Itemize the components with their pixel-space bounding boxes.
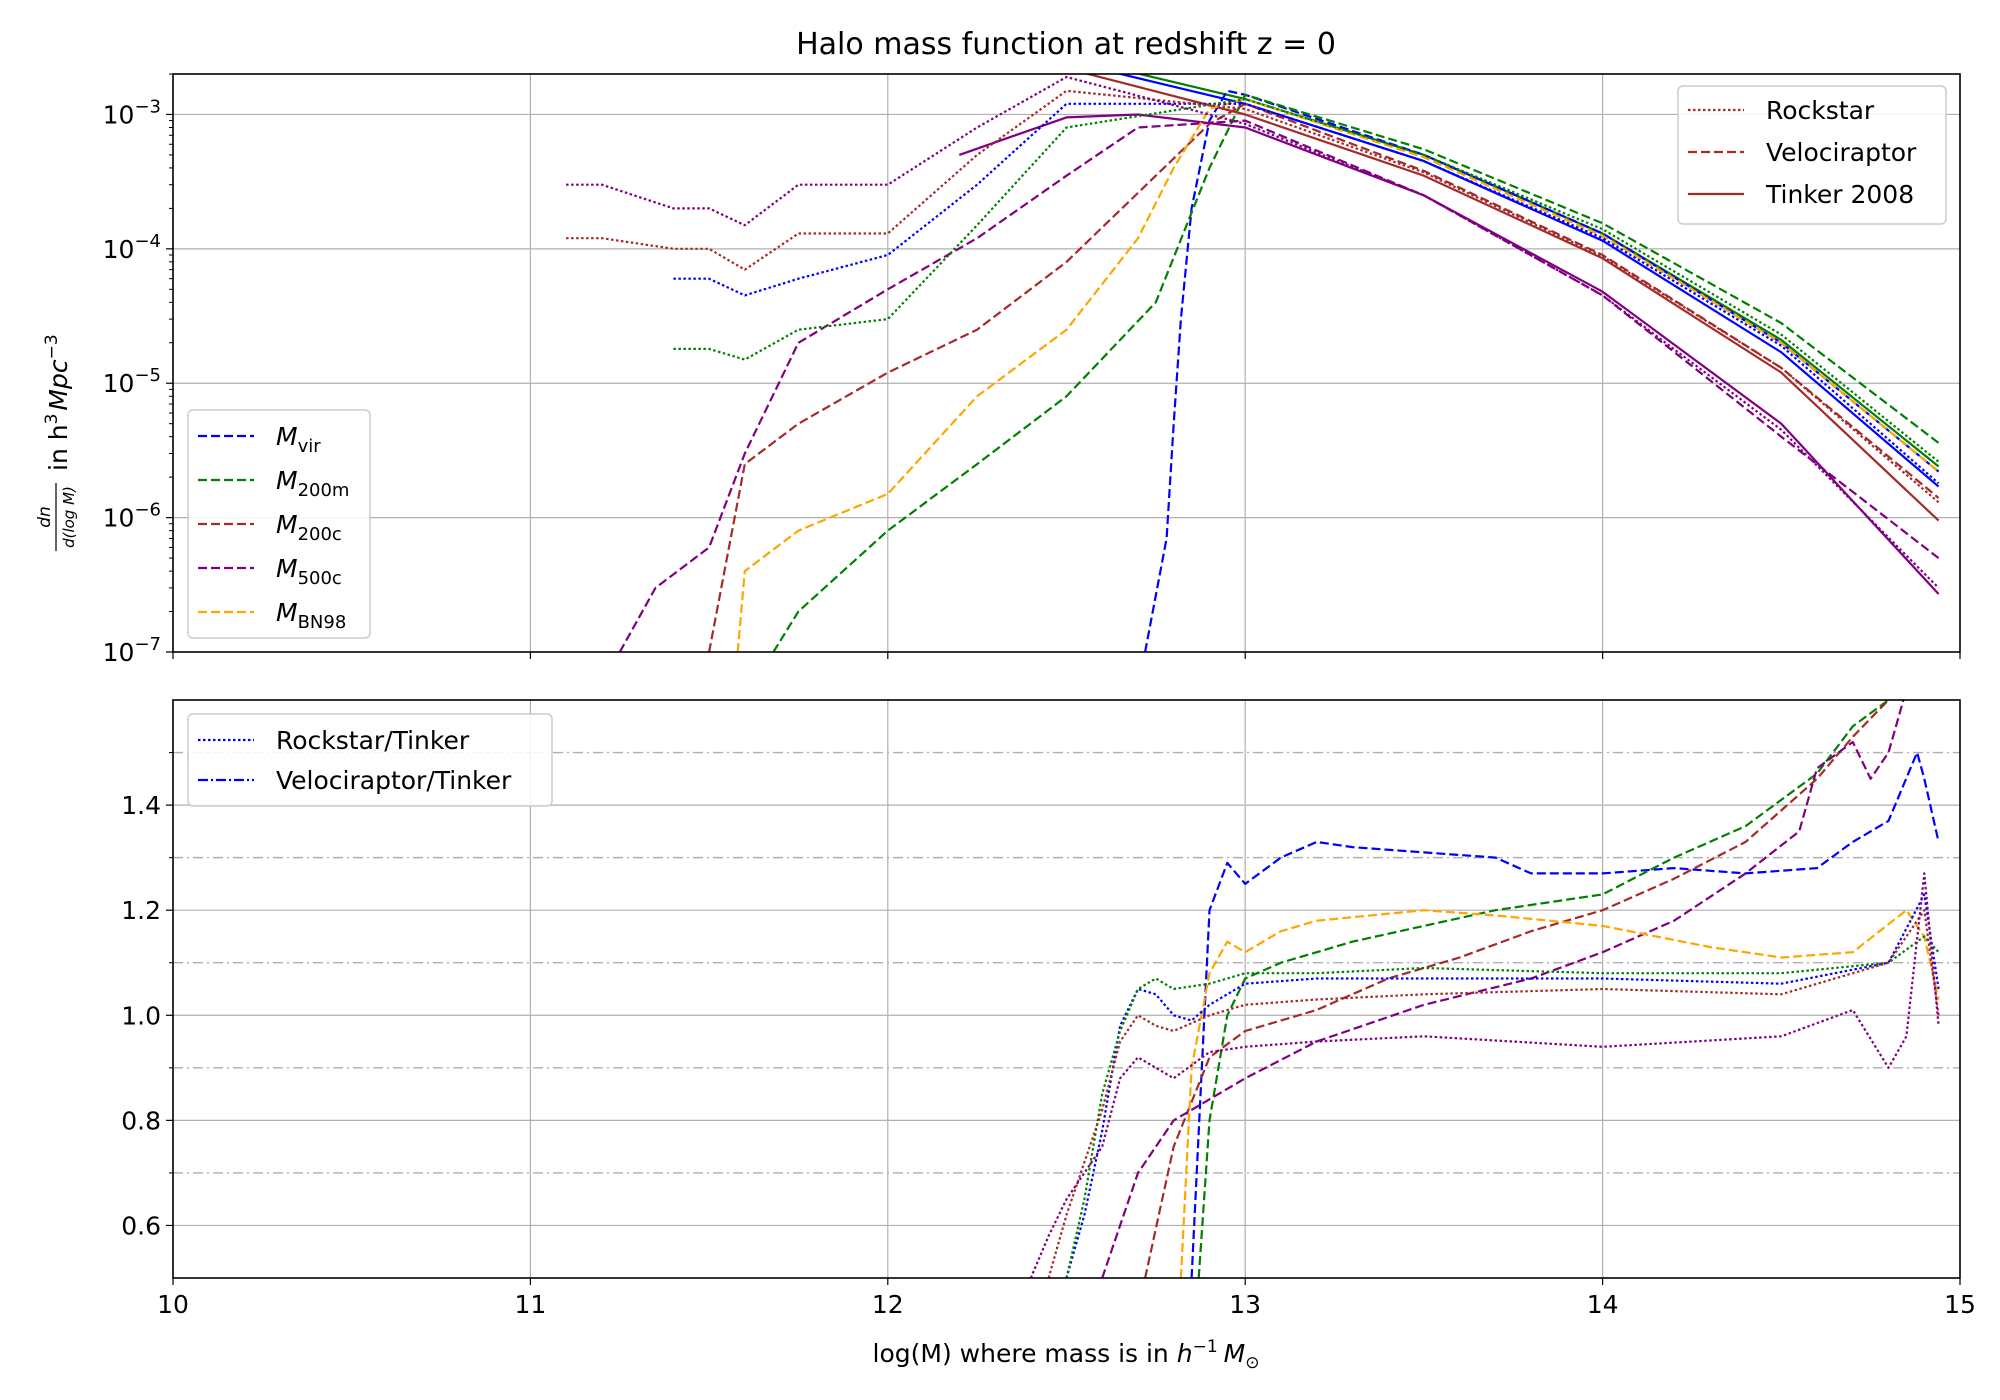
bottom-y-tick-label: 0.8: [121, 1106, 161, 1135]
style-legend: Rockstar Velociraptor Tinker 2008: [1677, 85, 1947, 225]
bottom-series-line: [1065, 893, 1940, 1278]
top-series-line: [566, 89, 1940, 504]
ylabel-frac-num: dn: [35, 506, 55, 528]
top-y-tick-label: 10−5: [103, 365, 161, 398]
x-tick-label: 12: [872, 1290, 904, 1319]
mass-legend: Mvir M200m M200c M500c MBN98: [187, 409, 371, 639]
x-axis-label: log(M) where mass is in h−1 M⊙: [873, 1337, 1260, 1373]
top-series-line: [566, 75, 1940, 589]
x-tick-label: 14: [1587, 1290, 1619, 1319]
top-series-line: [708, 102, 1940, 652]
ylabel-frac-den: d(log M): [60, 486, 78, 548]
top-y-axis-label: dn d(log M) in h3Mpc−3: [35, 334, 78, 551]
bottom-y-ticks: 0.6 0.8 1.0 1.2 1.4: [121, 752, 173, 1240]
style-legend-label: Tinker 2008: [1765, 180, 1914, 209]
x-tick-label: 13: [1229, 1290, 1261, 1319]
top-series-line: [736, 97, 1940, 652]
top-series-line: [772, 93, 1940, 652]
mass-legend-label: M200m: [276, 466, 349, 501]
top-panel: 10−7 10−6 10−5 10−4 10−3 dn d(log M) in h3Mp…: [35, 73, 1961, 667]
top-grid: [173, 74, 1960, 652]
bottom-y-tick-label: 1.4: [121, 791, 161, 820]
x-tick-label: 11: [514, 1290, 546, 1319]
bottom-series-line: [1144, 700, 1890, 1278]
top-y-tick-label: 10−4: [103, 231, 161, 264]
bottom-series-line: [1179, 909, 1940, 1278]
bottom-series-line: [1101, 700, 1905, 1278]
ratio-legend-label: Rockstar/Tinker: [276, 726, 470, 755]
top-series-line: [1116, 74, 1940, 488]
bottom-y-tick-label: 1.2: [121, 896, 161, 925]
top-series: [566, 74, 1940, 652]
top-axes-frame: [172, 73, 1961, 653]
top-series-line: [673, 97, 1940, 463]
mass-legend-label: Mvir: [276, 422, 321, 457]
chart-title: Halo mass function at redshift z = 0: [796, 27, 1336, 62]
bottom-series-line: [1190, 751, 1940, 1278]
style-legend-label: Rockstar: [1766, 96, 1875, 125]
top-series-line: [618, 119, 1940, 652]
style-legend-label: Velociraptor: [1766, 138, 1917, 167]
bottom-y-tick-label: 1.0: [121, 1001, 161, 1030]
bottom-series-line: [1029, 872, 1940, 1278]
x-tick-label: 10: [157, 1290, 189, 1319]
top-y-ticks: 10−7 10−6 10−5 10−4 10−3: [103, 73, 173, 667]
bottom-x-ticks: 10 11 12 13 14 15: [157, 1278, 1976, 1319]
bottom-panel: 0.6 0.8 1.0 1.2 1.4 10 11 12 13 14 15 log(M) wher…: [121, 699, 1976, 1373]
x-tick-label: 15: [1944, 1290, 1976, 1319]
bottom-axes-frame: [172, 699, 1961, 1279]
bottom-series-line: [1197, 700, 1890, 1278]
mass-legend-label: MBN98: [276, 598, 346, 633]
bottom-series: [1029, 700, 1940, 1278]
bottom-series-line: [1065, 935, 1940, 1278]
ratio-legend-label: Velociraptor/Tinker: [276, 766, 512, 795]
top-y-tick-label: 10−7: [103, 634, 161, 667]
bottom-series-line: [1047, 909, 1940, 1278]
top-series-line: [958, 113, 1940, 595]
ylabel-text: in h3Mpc−3: [42, 334, 73, 471]
mass-legend-label: M500c: [276, 554, 342, 589]
top-y-tick-label: 10−6: [103, 500, 161, 533]
mass-legend-label: M200c: [276, 510, 342, 545]
ratio-legend: Rockstar/Tinker Velociraptor/Tinker: [187, 713, 553, 807]
top-y-tick-label: 10−3: [103, 96, 161, 129]
top-x-ticks: [172, 652, 1961, 659]
bottom-y-tick-label: 0.6: [121, 1211, 161, 1240]
